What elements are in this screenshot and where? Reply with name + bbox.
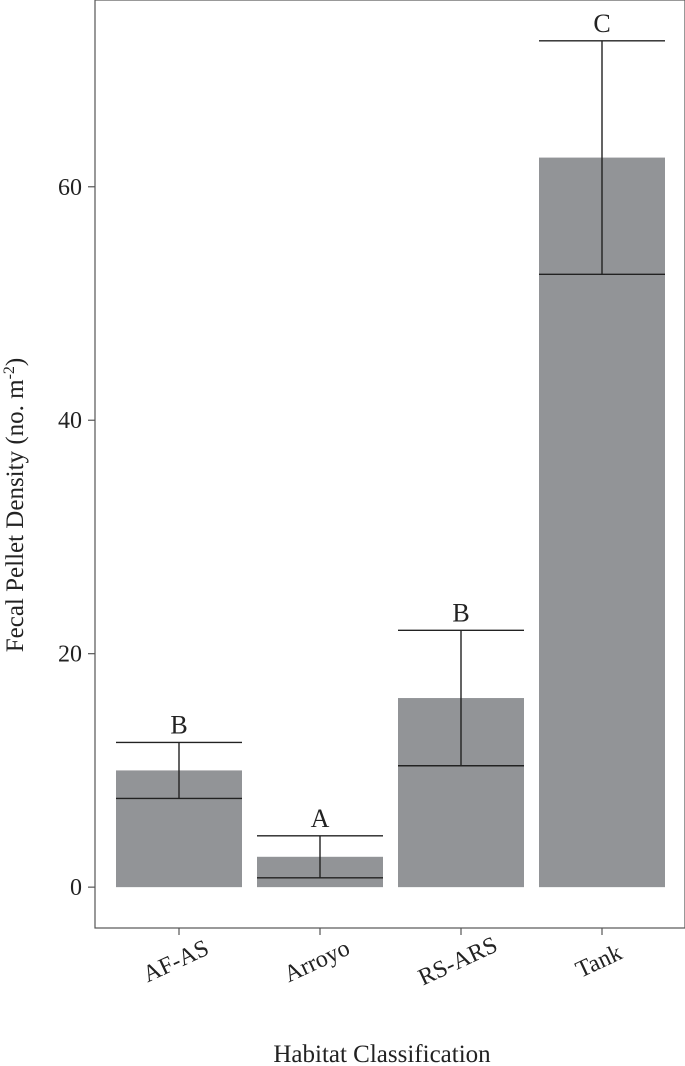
x-tick-label-1: Arroyo (280, 935, 354, 988)
y-axis: 0 20 40 60 (58, 175, 95, 901)
x-axis-title: Habitat Classification (273, 1041, 491, 1066)
y-tick-label-2: 40 (58, 408, 82, 434)
y-tick-label-3: 60 (58, 175, 82, 201)
y-axis-title-superscript: -2 (1, 366, 18, 379)
y-axis-title-main: Fecal Pellet Density (no. m (2, 379, 29, 652)
y-tick-label-0: 0 (70, 875, 82, 901)
group-letter-3: C (593, 9, 610, 38)
x-tick-label-3: Tank (572, 940, 626, 984)
y-tick-label-1: 20 (58, 642, 82, 668)
group-letter-2: B (452, 598, 469, 627)
y-axis-title-end: ) (2, 358, 29, 366)
y-axis-title: Fecal Pellet Density (no. m-2) (1, 358, 29, 653)
x-axis: AF-AS Arroyo RS-ARS Tank (139, 928, 626, 991)
bar-3 (539, 157, 665, 888)
group-letter-1: A (311, 804, 330, 833)
group-letter-0: B (170, 710, 187, 739)
x-tick-label-2: RS-ARS (414, 932, 501, 991)
chart-marks: B A B C (116, 9, 665, 888)
x-tick-label-0: AF-AS (139, 935, 213, 988)
